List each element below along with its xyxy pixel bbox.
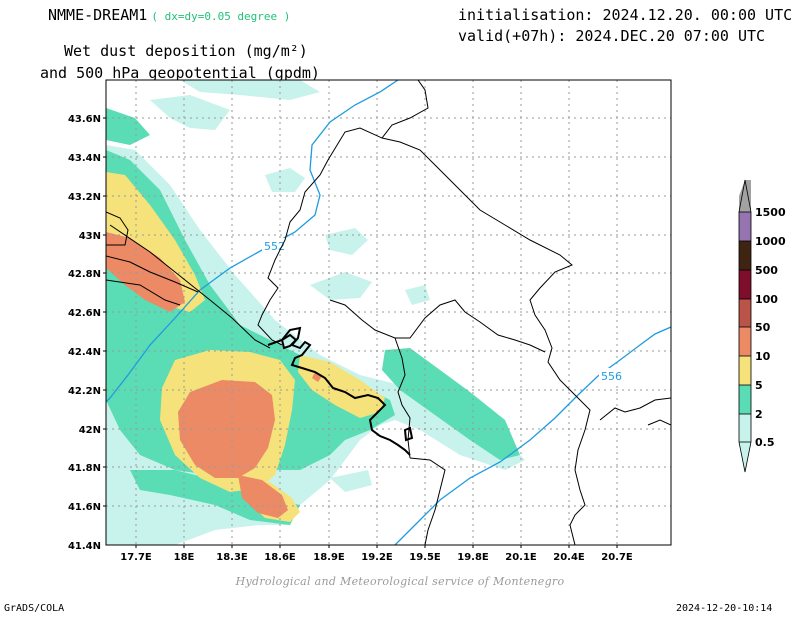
lon-tick-label: 17.7E <box>120 552 152 563</box>
border-line <box>647 419 671 426</box>
legend-swatch-2-5 <box>739 385 751 414</box>
lon-tick-label: 18.6E <box>264 552 296 563</box>
model-name: NMME-DREAM1 <box>48 6 148 24</box>
legend-swatch-10-50 <box>739 327 751 356</box>
lat-tick-label: 42.8N <box>68 269 101 280</box>
lon-tick-label: 20.1E <box>505 552 537 563</box>
dust-area-north-light <box>150 95 230 130</box>
montenegro-coastline <box>267 326 414 456</box>
legend-label-50: 50 <box>755 321 771 334</box>
longitude-axis: 17.7E 18E 18.3E 18.6E 18.9E 19.2E 19.5E … <box>120 552 633 563</box>
legend-labels: 1500 1000 500 100 50 10 5 2 0.5 <box>755 206 786 449</box>
dust-core-coast <box>312 372 322 382</box>
geopotential-contours <box>106 80 671 545</box>
lon-tick-label: 18.9E <box>313 552 345 563</box>
lon-tick-label: 18.3E <box>216 552 248 563</box>
credit-watermark: Hydrological and Meteorological service … <box>235 575 565 588</box>
latitude-ticks <box>103 117 106 507</box>
border-line <box>394 337 411 459</box>
contour-552 <box>106 80 399 403</box>
lon-tick-label: 20.7E <box>601 552 633 563</box>
initialisation-time: initialisation: 2024.12.20. 00:00 UTC <box>458 6 793 24</box>
contour-label-556-box <box>599 368 625 382</box>
border-line <box>599 397 671 421</box>
valid-time: valid(+07h): 2024.DEC.20 07:00 UTC <box>458 27 766 45</box>
lat-tick-label: 42.4N <box>68 347 101 358</box>
lat-tick-label: 43.4N <box>68 153 101 164</box>
legend-swatch-5-10 <box>739 356 751 385</box>
lon-tick-label: 18E <box>174 552 195 563</box>
field-title-line2: and 500 hPa geopotential (gpdm) <box>40 64 320 82</box>
border-line <box>106 255 199 293</box>
lat-tick-label: 42N <box>79 425 101 436</box>
lat-tick-label: 41.8N <box>68 463 101 474</box>
legend-outline <box>738 179 752 473</box>
border-line <box>257 80 429 346</box>
lat-tick-label: 43.2N <box>68 192 101 203</box>
legend-label-500: 500 <box>755 264 778 277</box>
color-legend: 1500 1000 500 100 50 10 5 2 0.5 <box>738 179 786 473</box>
legend-swatch-100-500 <box>739 270 751 299</box>
legend-label-1000: 1000 <box>755 235 786 248</box>
legend-label-5: 5 <box>755 379 763 392</box>
dust-core-northwest <box>106 232 185 312</box>
dust-area-north-moderate <box>106 108 150 145</box>
border-line <box>106 279 181 306</box>
dust-area-patch-d <box>405 285 430 305</box>
map-plot-area: 552 556 <box>106 80 671 545</box>
field-title-line1: Wet dust deposition (mg/m²) <box>64 42 308 60</box>
lon-tick-label: 20.4E <box>553 552 585 563</box>
dust-area-patch-e <box>330 470 372 492</box>
latitude-axis: 43.6N 43.4N 43.2N 43N 42.8N 42.6N 42.4N … <box>68 114 101 552</box>
dust-band-east-moderate <box>382 348 520 460</box>
country-borders <box>106 80 671 545</box>
border-line <box>381 137 591 545</box>
dust-area-patch-a <box>265 168 305 192</box>
longitude-ticks <box>135 545 618 548</box>
legend-swatch-above-1500-tip <box>739 180 751 212</box>
lat-tick-label: 42.2N <box>68 386 101 397</box>
render-timestamp: 2024-12-20-10:14 <box>676 603 773 614</box>
model-title: NMME-DREAM1( dx=dy=0.05 degree ) <box>48 6 290 24</box>
contour-label-556: 556 <box>601 370 622 383</box>
legend-label-1500: 1500 <box>755 206 786 219</box>
dust-band-coast-high <box>298 355 385 418</box>
legend-swatch-1000-1500 <box>739 212 751 241</box>
lon-tick-label: 19.8E <box>457 552 489 563</box>
border-line <box>106 211 129 246</box>
dust-area-patch-c <box>310 272 372 300</box>
border-line <box>109 224 271 349</box>
contour-556 <box>394 326 671 545</box>
coastline-bay <box>280 333 298 350</box>
legend-label-2: 2 <box>755 408 763 421</box>
dust-core-south <box>238 475 288 518</box>
contour-label-552-box <box>262 238 288 252</box>
legend-swatch-0.5-2 <box>739 414 751 472</box>
dust-area-top-light <box>180 80 320 100</box>
legend-label-10: 10 <box>755 350 771 363</box>
lat-tick-label: 42.6N <box>68 308 101 319</box>
lon-tick-label: 19.2E <box>361 552 393 563</box>
model-resolution: ( dx=dy=0.05 degree ) <box>151 10 291 23</box>
coastline-island <box>403 426 414 442</box>
border-line <box>329 299 546 353</box>
legend-swatch-500-1000 <box>739 241 751 270</box>
lat-tick-label: 43.6N <box>68 114 101 125</box>
legend-label-0.5: 0.5 <box>755 436 775 449</box>
lat-tick-label: 41.4N <box>68 541 101 552</box>
legend-label-100: 100 <box>755 293 778 306</box>
lon-tick-label: 19.5E <box>409 552 441 563</box>
lat-tick-label: 43N <box>79 231 101 242</box>
software-label: GrADS/COLA <box>4 603 65 614</box>
lat-tick-label: 41.6N <box>68 502 101 513</box>
legend-swatch-50-100 <box>739 299 751 327</box>
lat-lon-grid <box>106 80 671 545</box>
border-line <box>409 457 446 545</box>
